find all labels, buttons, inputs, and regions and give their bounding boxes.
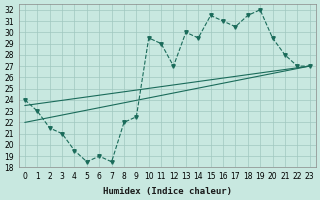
X-axis label: Humidex (Indice chaleur): Humidex (Indice chaleur) [103, 187, 232, 196]
